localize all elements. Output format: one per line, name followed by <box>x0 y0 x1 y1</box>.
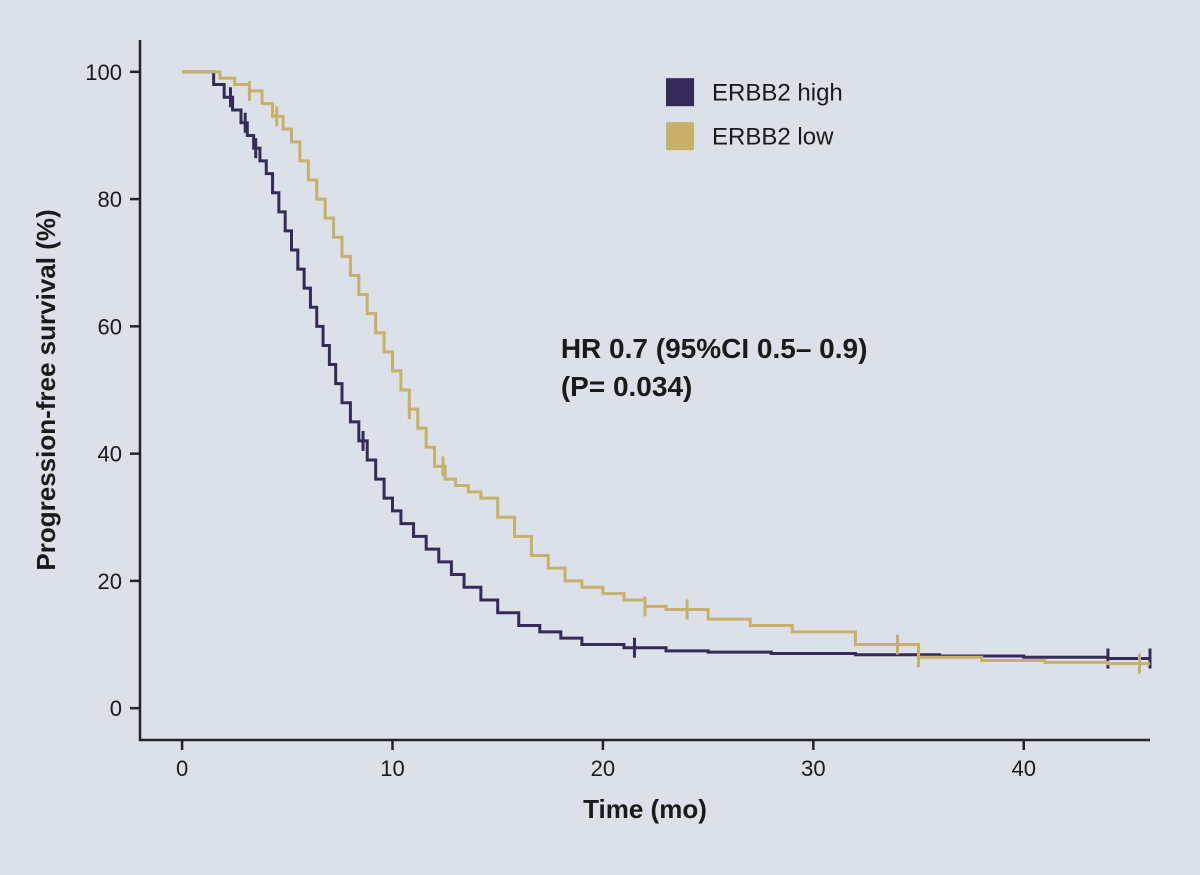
x-axis-label: Time (mo) <box>583 794 707 824</box>
y-tick-label: 80 <box>98 187 122 212</box>
km-chart: 0 20 40 60 80 100 0 10 20 30 40 Time (mo) Progressio… <box>0 0 1200 875</box>
x-tick-label: 40 <box>1012 756 1036 781</box>
legend-swatch <box>666 122 694 150</box>
legend-label: ERBB2 low <box>712 124 834 151</box>
y-axis-label: Progression-free survival (%) <box>31 209 61 570</box>
chart-svg: 0 20 40 60 80 100 0 10 20 30 40 Time (mo) Progressio… <box>0 0 1200 875</box>
y-tick-label: 100 <box>85 60 122 85</box>
y-tick-label: 0 <box>110 696 122 721</box>
x-tick-label: 30 <box>801 756 825 781</box>
x-tick-label: 20 <box>591 756 615 781</box>
y-tick-label: 40 <box>98 442 122 467</box>
legend-label: ERBB2 high <box>712 80 843 107</box>
legend-swatch <box>666 78 694 106</box>
y-tick-label: 60 <box>98 314 122 339</box>
x-tick-label: 10 <box>380 756 404 781</box>
y-tick-label: 20 <box>98 569 122 594</box>
annotation-line: HR 0.7 (95%CI 0.5– 0.9) <box>561 333 868 364</box>
x-tick-label: 0 <box>176 756 188 781</box>
annotation-line: (P= 0.034) <box>561 371 693 402</box>
